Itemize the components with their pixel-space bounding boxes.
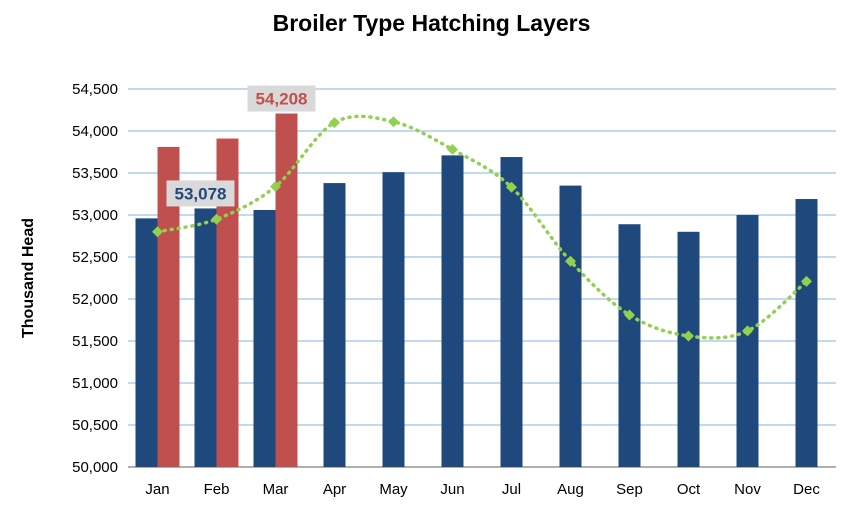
x-tick-label: Jul [502, 481, 521, 498]
bar-series-1 [677, 231, 700, 467]
bar-series-1 [736, 215, 759, 467]
x-tick-label: Oct [677, 481, 701, 498]
trend-marker [506, 181, 517, 193]
x-tick-label: Jan [145, 481, 169, 498]
y-tick-label: 50,500 [72, 417, 118, 434]
x-tick-label: Jun [440, 481, 464, 498]
bar-series-1 [135, 218, 158, 467]
bar-series-1 [382, 172, 405, 467]
x-tick-label: Apr [323, 481, 346, 498]
trend-marker [270, 180, 281, 192]
trend-marker [624, 309, 635, 321]
bar-series-1 [323, 183, 346, 467]
data-callout-box [166, 180, 235, 207]
trend-marker [152, 226, 163, 238]
trend-marker [683, 330, 694, 342]
y-tick-label: 51,500 [72, 333, 118, 350]
trend-marker [565, 255, 576, 267]
bar-series-1 [194, 208, 217, 467]
bar-series-2 [216, 138, 239, 467]
bar-series-1 [441, 155, 464, 468]
y-axis-label: Thousand Head [20, 218, 37, 338]
bar-series-2 [275, 113, 298, 467]
bar-series-1 [559, 185, 582, 467]
data-callout-box [247, 85, 316, 112]
x-tick-label: Dec [793, 481, 820, 498]
trend-marker [388, 116, 399, 128]
x-tick-label: Feb [204, 481, 230, 498]
x-tick-label: Mar [263, 481, 289, 498]
trend-marker [329, 117, 340, 129]
bar-series-1 [618, 224, 641, 467]
trend-marker [211, 213, 222, 225]
y-tick-label: 53,000 [72, 207, 118, 224]
y-tick-label: 52,000 [72, 291, 118, 308]
data-callout-label: 54,208 [256, 90, 308, 109]
trend-marker [801, 275, 812, 287]
y-tick-label: 54,000 [72, 123, 118, 140]
trend-marker [742, 325, 753, 337]
y-tick-label: 52,500 [72, 249, 118, 266]
x-tick-label: Sep [616, 481, 643, 498]
x-tick-label: Nov [734, 481, 761, 498]
trend-marker [447, 143, 458, 155]
data-callout-label: 53,078 [175, 184, 227, 203]
chart-title: Broiler Type Hatching Layers [272, 10, 591, 36]
bar-series-1 [500, 157, 523, 468]
y-tick-label: 53,500 [72, 165, 118, 182]
x-tick-label: May [379, 481, 408, 498]
bar-series-1 [253, 209, 276, 467]
y-tick-label: 54,500 [72, 81, 118, 98]
bar-series-1 [795, 199, 818, 468]
x-tick-label: Aug [557, 481, 584, 498]
y-tick-label: 51,000 [72, 375, 118, 392]
y-tick-label: 50,000 [72, 459, 118, 476]
bar-series-2 [157, 146, 180, 467]
